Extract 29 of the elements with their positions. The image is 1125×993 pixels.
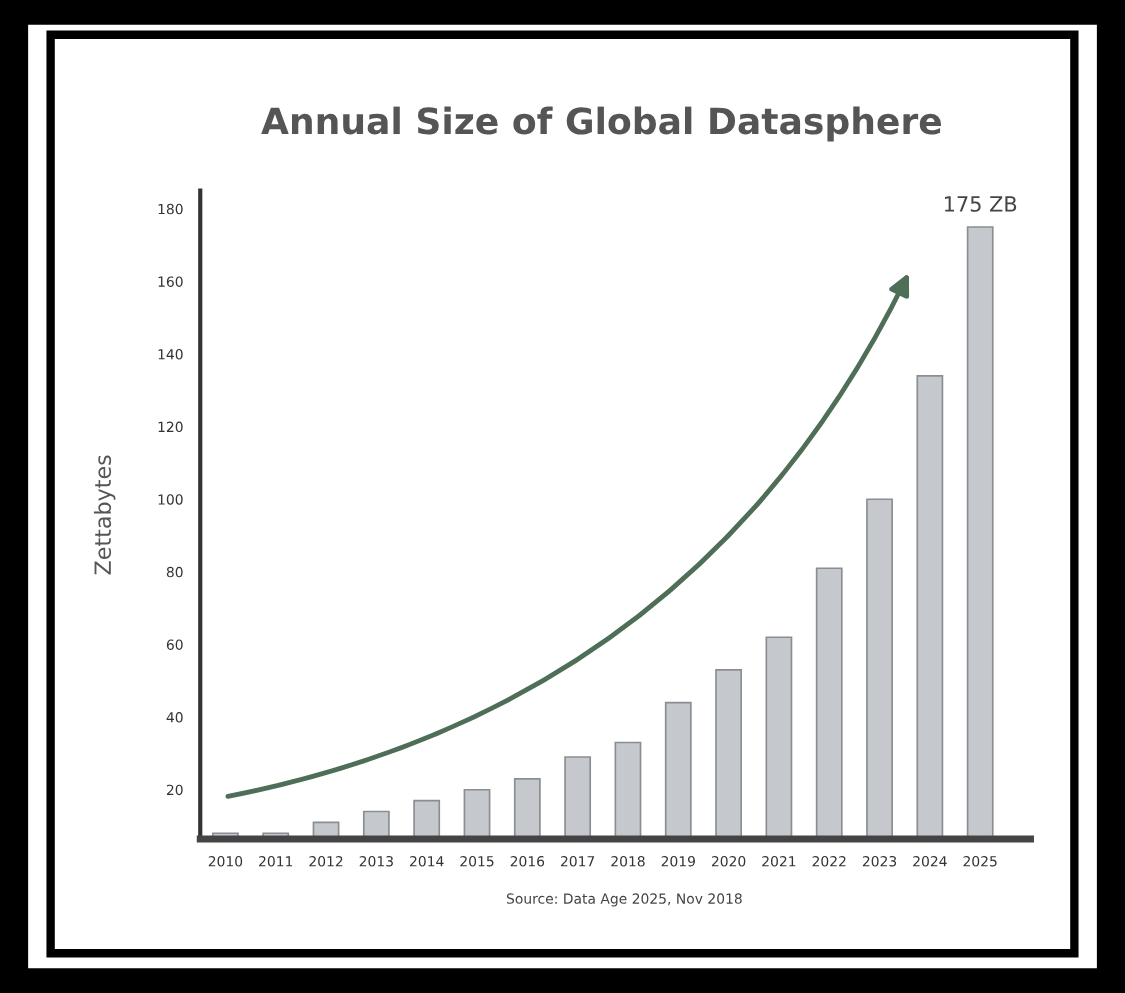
x-tick-label: 2017 xyxy=(560,856,595,867)
y-axis-title: Zettabytes xyxy=(93,455,116,575)
source-note: Source: Data Age 2025, Nov 2018 xyxy=(506,893,742,907)
x-tick-label: 2015 xyxy=(460,856,494,867)
y-tick-label: 20 xyxy=(166,784,183,796)
x-tick-label: 2014 xyxy=(410,856,444,867)
y-tick-label: 100 xyxy=(158,494,183,505)
y-tick-label: 80 xyxy=(166,566,183,578)
x-tick-label: 2010 xyxy=(208,856,243,867)
y-tick-label: 140 xyxy=(158,349,183,360)
x-tick-label: 2023 xyxy=(862,856,897,867)
x-tick-label: 2011 xyxy=(259,856,293,867)
x-tick-label: 2013 xyxy=(359,856,393,867)
x-tick-label: 2024 xyxy=(913,856,947,867)
x-tick-label: 2020 xyxy=(711,856,746,867)
x-tick-label: 2021 xyxy=(762,856,796,867)
y-tick-label: 160 xyxy=(158,276,183,287)
y-tick-label: 180 xyxy=(158,203,183,215)
y-tick-label: 60 xyxy=(166,639,183,650)
data-label: 175 ZB xyxy=(944,196,1017,212)
x-tick-label: 2016 xyxy=(510,856,545,867)
y-tick-label: 40 xyxy=(166,712,183,723)
x-tick-label: 2019 xyxy=(661,856,695,867)
x-tick-label: 2012 xyxy=(309,856,343,867)
y-tick-label: 120 xyxy=(158,421,183,433)
x-tick-label: 2025 xyxy=(963,856,997,867)
x-tick-label: 2022 xyxy=(812,856,846,867)
chart-title: Annual Size of Global Datasphere xyxy=(261,106,942,142)
x-tick-label: 2018 xyxy=(611,856,645,867)
